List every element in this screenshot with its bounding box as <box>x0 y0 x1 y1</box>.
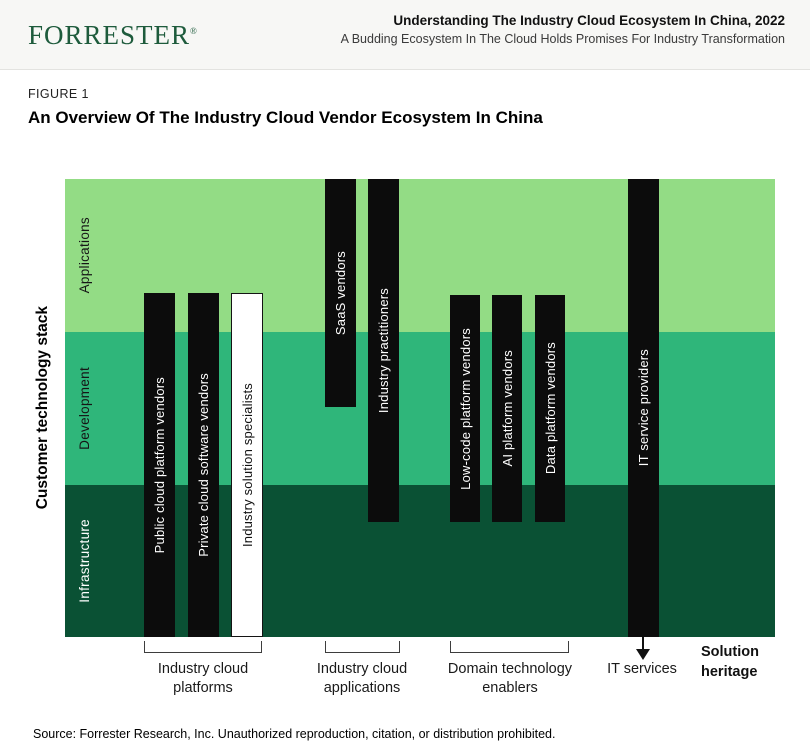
group-label-domain-technology-enablers: Domain technology enablers <box>447 661 573 697</box>
figure-label: FIGURE 1 <box>28 87 89 101</box>
band-label-development: Development <box>76 367 92 450</box>
vendor-bar-industry-solution-specialists: Industry solution specialists <box>231 293 263 637</box>
down-arrow-stem <box>641 637 645 650</box>
stack-chart: Applications Development Infrastructure … <box>65 179 775 637</box>
registered-trademark-icon: ® <box>190 26 197 36</box>
vendor-bar-label: SaaS vendors <box>333 250 348 336</box>
band-label-applications: Applications <box>76 217 92 294</box>
group-bracket-industry-cloud-platforms <box>144 641 262 653</box>
report-title: Understanding The Industry Cloud Ecosyst… <box>393 13 785 28</box>
source-note: Source: Forrester Research, Inc. Unautho… <box>33 727 556 741</box>
forrester-logo-text: FORRESTER <box>28 20 191 50</box>
figure-title: An Overview Of The Industry Cloud Vendor… <box>28 108 543 127</box>
report-title-block: Understanding The Industry Cloud Ecosyst… <box>341 13 785 46</box>
x-axis-label-solution-heritage: Solution heritage <box>701 644 759 680</box>
vendor-bar-it-service-providers: IT service providers <box>628 179 659 637</box>
vendor-bar-industry-practitioners: Industry practitioners <box>368 179 399 522</box>
y-axis-label-wrap: Customer technology stack <box>30 179 56 637</box>
vendor-bar-label: IT service providers <box>636 349 651 467</box>
group-label-industry-cloud-platforms: Industry cloud platforms <box>157 661 249 697</box>
vendor-bar-label: Data platform vendors <box>542 342 558 475</box>
band-label-wrap: Development <box>72 332 96 485</box>
vendor-bar-public-cloud-platform-vendors: Public cloud platform vendors <box>144 293 175 637</box>
vendor-bar-label: Private cloud software vendors <box>196 373 211 557</box>
vendor-bar-data-platform-vendors: Data platform vendors <box>535 295 565 522</box>
group-label-industry-cloud-applications: Industry cloud applications <box>316 661 408 697</box>
report-header: FORRESTER® Understanding The Industry Cl… <box>0 0 810 70</box>
group-label-it-services: IT services <box>607 661 677 677</box>
band-label-wrap: Applications <box>72 179 96 332</box>
y-axis-label: Customer technology stack <box>34 306 51 510</box>
band-label-infrastructure: Infrastructure <box>76 519 92 603</box>
vendor-bar-label: Low-code platform vendors <box>457 327 473 490</box>
down-arrow-icon <box>636 649 650 660</box>
group-bracket-domain-technology-enablers <box>450 641 569 653</box>
vendor-bar-label: Public cloud platform vendors <box>152 376 167 554</box>
vendor-bar-ai-platform-vendors: AI platform vendors <box>492 295 522 522</box>
group-bracket-industry-cloud-applications <box>325 641 400 653</box>
vendor-bar-label: Industry solution specialists <box>239 382 255 548</box>
report-subtitle: A Budding Ecosystem In The Cloud Holds P… <box>340 32 785 46</box>
band-label-wrap: Infrastructure <box>72 485 96 637</box>
vendor-bar-saas-vendors: SaaS vendors <box>325 179 356 407</box>
vendor-bar-private-cloud-software-vendors: Private cloud software vendors <box>188 293 219 637</box>
vendor-bar-low-code-platform-vendors: Low-code platform vendors <box>450 295 480 522</box>
vendor-bar-label: Industry practitioners <box>376 287 391 414</box>
forrester-logo: FORRESTER® <box>28 20 197 51</box>
vendor-bar-label: AI platform vendors <box>499 350 515 467</box>
